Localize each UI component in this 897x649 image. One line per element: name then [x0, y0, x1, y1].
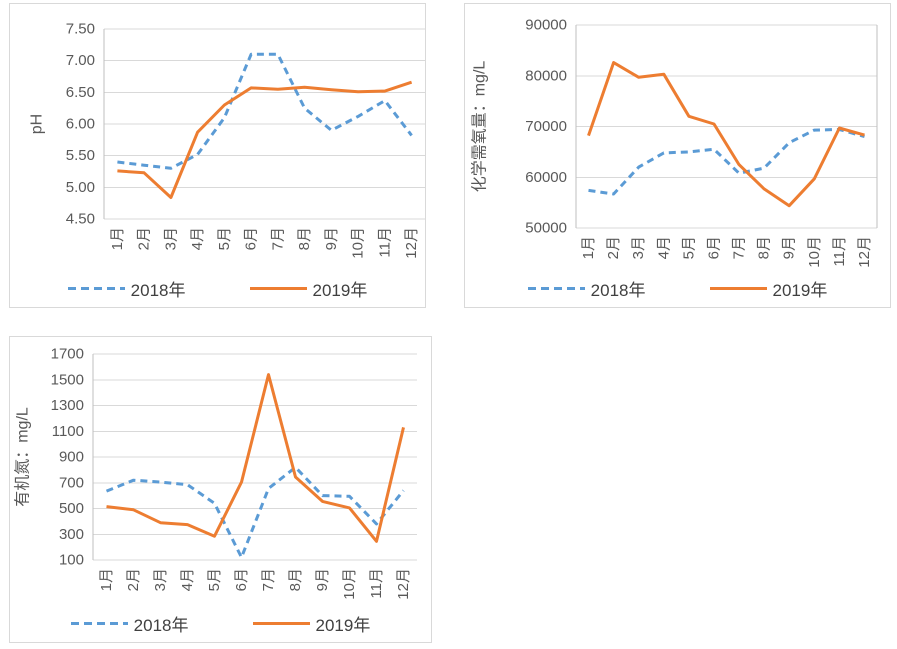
- x-tick-label: 12月: [403, 227, 420, 259]
- chart-card-organic-nitrogen: 100 300 500 700 900 1100 1300 1500 1700 1月 2月 3月 4月 5…: [9, 336, 432, 643]
- y-tick-label: 7.50: [66, 21, 95, 38]
- legend-label-2018: 2018年: [590, 281, 646, 300]
- y-tick-label: 4.50: [66, 211, 95, 228]
- x-tick-label: 7月: [731, 236, 748, 259]
- series-line-2019年: [587, 61, 865, 208]
- x-tick-label: 6月: [243, 227, 260, 250]
- legend-item-2019: 2019年: [709, 276, 828, 301]
- x-tick-label: 1月: [98, 568, 115, 591]
- x-tick-label: 9月: [314, 568, 331, 591]
- y-tick-label: 1700: [51, 346, 84, 363]
- chart-card-ph: 4.50 5.00 5.50 6.00 6.50 7.00 7.50 1月 2月 3月 4月 5月 6月…: [9, 3, 426, 308]
- x-tick-label: 4月: [655, 236, 672, 259]
- x-tick-label: 4月: [179, 568, 196, 591]
- legend-solid-line-swatch: [252, 622, 310, 625]
- ph-legend: 2018年 2019年: [10, 276, 425, 301]
- x-tick-label: 5月: [216, 227, 233, 250]
- y-tick-label: 900: [59, 449, 84, 466]
- x-tick-label: 10月: [341, 568, 358, 600]
- legend-item-2018: 2018年: [70, 611, 189, 636]
- x-tick-label: 3月: [630, 236, 647, 259]
- x-tick-label: 8月: [287, 568, 304, 591]
- x-tick-label: 9月: [781, 236, 798, 259]
- y-tick-label: 90000: [525, 17, 567, 34]
- y-tick-label: 1300: [51, 397, 84, 414]
- ph-plot-svg: 4.50 5.00 5.50 6.00 6.50 7.00 7.50 1月 2月 3月 4月 5月 6月…: [29, 21, 425, 259]
- y-tick-label: 500: [59, 500, 84, 517]
- x-tick-label: 7月: [269, 227, 286, 250]
- x-tick-label: 1月: [109, 227, 126, 250]
- y-tick-label: 1500: [51, 371, 84, 388]
- legend-item-2018: 2018年: [67, 276, 186, 301]
- cod-plot-svg: 50000 60000 70000 80000 90000 1月 2月 3月 4月 5月 6月 7月 8…: [471, 17, 878, 268]
- x-tick-label: 11月: [368, 568, 385, 599]
- x-tick-label: 2月: [125, 568, 142, 591]
- y-tick-label: 5.50: [66, 147, 95, 164]
- x-tick-label: 10月: [350, 227, 367, 259]
- x-tick-label: 9月: [323, 227, 340, 250]
- x-tick-label: 3月: [162, 227, 179, 250]
- y-tick-label: 50000: [525, 220, 567, 237]
- y-tick-label: 100: [59, 552, 84, 569]
- x-tick-label: 10月: [806, 236, 823, 268]
- y-axis-title: 化学需氧量：mg/L: [471, 61, 489, 193]
- legend-label-2018: 2018年: [130, 281, 186, 300]
- legend-dashed-line-swatch: [67, 287, 125, 290]
- legend-solid-line-swatch: [249, 287, 307, 290]
- series-line-2018年: [588, 128, 865, 196]
- legend-label-2019: 2019年: [772, 281, 828, 300]
- y-tick-label: 6.00: [66, 116, 95, 133]
- series-line-2018年: [105, 465, 405, 559]
- legend-label-2019: 2019年: [312, 281, 368, 300]
- x-tick-label: 8月: [756, 236, 773, 259]
- y-tick-label: 70000: [525, 118, 567, 135]
- legend-item-2019: 2019年: [252, 611, 371, 636]
- legend-solid-line-swatch: [709, 287, 767, 290]
- x-tick-label: 12月: [395, 568, 412, 600]
- x-tick-label: 11月: [831, 236, 848, 267]
- legend-item-2018: 2018年: [527, 276, 646, 301]
- legend-label-2019: 2019年: [315, 616, 371, 635]
- x-tick-label: 5月: [206, 568, 223, 591]
- y-tick-label: 80000: [525, 67, 567, 84]
- organic-nitrogen-legend: 2018年 2019年: [10, 611, 431, 636]
- y-tick-label: 300: [59, 526, 84, 543]
- y-tick-label: 5.00: [66, 179, 95, 196]
- y-axis-title: pH: [29, 114, 46, 134]
- x-tick-label: 6月: [705, 236, 722, 259]
- y-tick-label: 700: [59, 474, 84, 491]
- cod-legend: 2018年 2019年: [465, 276, 890, 301]
- series-line-2018年: [117, 52, 413, 170]
- x-tick-label: 6月: [233, 568, 250, 591]
- x-tick-label: 12月: [856, 236, 873, 268]
- x-tick-label: 7月: [260, 568, 277, 591]
- x-tick-label: 8月: [296, 227, 313, 250]
- y-tick-label: 60000: [525, 169, 567, 186]
- legend-label-2018: 2018年: [133, 616, 189, 635]
- y-axis-title: 有机氮：mg/L: [14, 407, 32, 507]
- x-tick-label: 2月: [136, 227, 153, 250]
- organic-nitrogen-plot-svg: 100 300 500 700 900 1100 1300 1500 1700 1月 2月 3月 4月 5…: [14, 346, 417, 600]
- legend-dashed-line-swatch: [70, 622, 128, 625]
- series-line-2019年: [106, 373, 405, 543]
- legend-dashed-line-swatch: [527, 287, 585, 290]
- x-tick-label: 3月: [152, 568, 169, 591]
- y-tick-label: 7.00: [66, 52, 95, 69]
- x-tick-label: 1月: [580, 236, 597, 259]
- x-tick-label: 2月: [605, 236, 622, 259]
- chart-card-cod: 50000 60000 70000 80000 90000 1月 2月 3月 4月 5月 6月 7月 8…: [464, 3, 891, 308]
- x-tick-label: 11月: [376, 227, 393, 258]
- legend-item-2019: 2019年: [249, 276, 368, 301]
- x-tick-label: 5月: [680, 236, 697, 259]
- y-tick-label: 1100: [52, 423, 84, 440]
- y-tick-label: 6.50: [66, 84, 95, 101]
- x-tick-label: 4月: [189, 227, 206, 250]
- series-line-2019年: [117, 80, 413, 199]
